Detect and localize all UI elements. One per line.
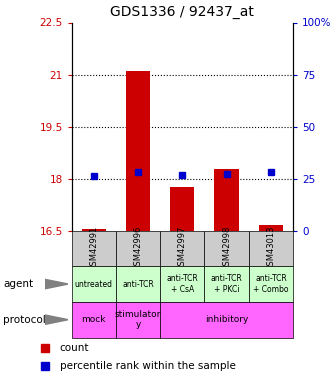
Bar: [116, 302, 160, 338]
Text: protocol: protocol: [3, 315, 46, 325]
Bar: [72, 302, 116, 338]
Text: count: count: [60, 343, 89, 353]
Bar: [249, 266, 293, 302]
Text: untreated: untreated: [75, 280, 113, 289]
Bar: [72, 231, 116, 266]
Bar: [170, 187, 194, 231]
Bar: [126, 71, 150, 231]
Bar: [72, 266, 116, 302]
Text: anti-TCR: anti-TCR: [122, 280, 154, 289]
Bar: [116, 231, 160, 266]
Text: GSM42998: GSM42998: [222, 226, 231, 271]
Text: percentile rank within the sample: percentile rank within the sample: [60, 361, 235, 371]
Bar: [82, 228, 106, 231]
Text: mock: mock: [82, 315, 106, 324]
Text: anti-TCR
+ PKCi: anti-TCR + PKCi: [211, 274, 242, 294]
Bar: [214, 169, 239, 231]
Polygon shape: [45, 315, 68, 324]
Bar: [204, 266, 249, 302]
Text: anti-TCR
+ CsA: anti-TCR + CsA: [166, 274, 198, 294]
Bar: [160, 231, 204, 266]
Text: stimulator
y: stimulator y: [115, 310, 161, 329]
Bar: [204, 231, 249, 266]
Text: GSM42996: GSM42996: [134, 226, 143, 271]
Polygon shape: [45, 279, 68, 289]
Text: GSM42991: GSM42991: [89, 226, 98, 271]
Text: inhibitory: inhibitory: [205, 315, 248, 324]
Title: GDS1336 / 92437_at: GDS1336 / 92437_at: [110, 5, 254, 19]
Text: agent: agent: [3, 279, 33, 289]
Text: GSM43013: GSM43013: [266, 226, 275, 271]
Bar: [249, 231, 293, 266]
Bar: [160, 266, 204, 302]
Bar: [160, 302, 293, 338]
Text: GSM42997: GSM42997: [178, 226, 187, 271]
Bar: [259, 225, 283, 231]
Text: anti-TCR
+ Combo: anti-TCR + Combo: [253, 274, 289, 294]
Bar: [116, 266, 160, 302]
